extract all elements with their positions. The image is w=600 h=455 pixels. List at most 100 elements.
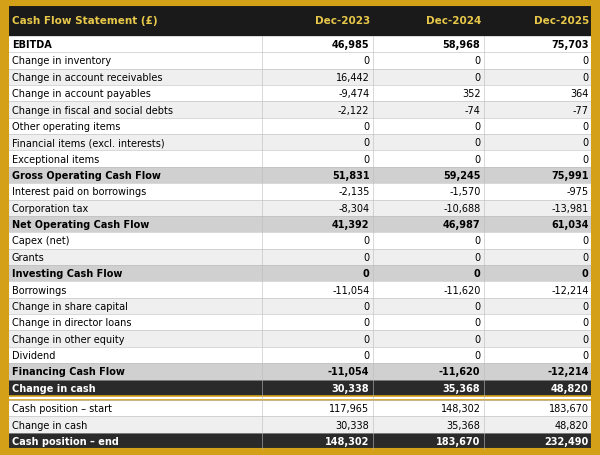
Bar xyxy=(8,364,592,379)
Text: Dec-2023: Dec-2023 xyxy=(315,16,370,26)
Text: -1,570: -1,570 xyxy=(449,187,481,197)
Text: 0: 0 xyxy=(475,252,481,262)
Text: 0: 0 xyxy=(475,154,481,164)
Text: 48,820: 48,820 xyxy=(555,420,589,430)
Text: Change in fiscal and social debts: Change in fiscal and social debts xyxy=(12,105,173,115)
Bar xyxy=(8,282,592,298)
Bar xyxy=(8,6,592,37)
Bar xyxy=(8,379,592,396)
Text: 0: 0 xyxy=(364,252,370,262)
Bar xyxy=(8,37,592,53)
Text: Cash Flow Statement (£): Cash Flow Statement (£) xyxy=(12,16,158,26)
Text: Grants: Grants xyxy=(12,252,45,262)
Text: 0: 0 xyxy=(583,334,589,344)
Text: 0: 0 xyxy=(475,301,481,311)
Text: 0: 0 xyxy=(364,154,370,164)
Text: 148,302: 148,302 xyxy=(440,403,481,413)
Text: -74: -74 xyxy=(464,105,481,115)
Text: 0: 0 xyxy=(475,236,481,246)
Text: 0: 0 xyxy=(364,334,370,344)
Text: Cash position – start: Cash position – start xyxy=(12,403,112,413)
Text: Financing Cash Flow: Financing Cash Flow xyxy=(12,367,125,377)
Bar xyxy=(8,53,592,70)
Text: 35,368: 35,368 xyxy=(446,420,481,430)
Text: 0: 0 xyxy=(475,73,481,83)
Text: -9,474: -9,474 xyxy=(338,89,370,99)
Text: Dec-2024: Dec-2024 xyxy=(426,16,481,26)
Text: Net Operating Cash Flow: Net Operating Cash Flow xyxy=(12,220,149,230)
Text: 59,245: 59,245 xyxy=(443,171,481,181)
Text: Change in inventory: Change in inventory xyxy=(12,56,111,66)
Text: -11,620: -11,620 xyxy=(439,367,481,377)
Text: 58,968: 58,968 xyxy=(443,40,481,50)
Bar xyxy=(8,416,592,433)
Text: 0: 0 xyxy=(475,350,481,360)
Bar xyxy=(8,433,592,449)
Text: 61,034: 61,034 xyxy=(551,220,589,230)
Text: -2,122: -2,122 xyxy=(338,105,370,115)
Text: 183,670: 183,670 xyxy=(548,403,589,413)
Text: Corporation tax: Corporation tax xyxy=(12,203,88,213)
Text: 0: 0 xyxy=(583,236,589,246)
Text: 0: 0 xyxy=(362,268,370,278)
Text: 0: 0 xyxy=(364,56,370,66)
Text: 46,985: 46,985 xyxy=(332,40,370,50)
Text: 0: 0 xyxy=(583,252,589,262)
Text: Capex (net): Capex (net) xyxy=(12,236,70,246)
Bar xyxy=(8,396,592,400)
Bar xyxy=(8,347,592,364)
Bar xyxy=(8,184,592,200)
Text: Gross Operating Cash Flow: Gross Operating Cash Flow xyxy=(12,171,161,181)
Text: 75,991: 75,991 xyxy=(551,171,589,181)
Text: 0: 0 xyxy=(583,301,589,311)
Text: 51,831: 51,831 xyxy=(332,171,370,181)
Text: 352: 352 xyxy=(462,89,481,99)
Text: 41,392: 41,392 xyxy=(332,220,370,230)
Text: 16,442: 16,442 xyxy=(335,73,370,83)
Text: Interest paid on borrowings: Interest paid on borrowings xyxy=(12,187,146,197)
Text: -13,981: -13,981 xyxy=(551,203,589,213)
Text: Change in account receivables: Change in account receivables xyxy=(12,73,163,83)
Text: 0: 0 xyxy=(583,56,589,66)
Text: 0: 0 xyxy=(364,350,370,360)
Text: 0: 0 xyxy=(583,350,589,360)
Text: 0: 0 xyxy=(364,236,370,246)
Text: 48,820: 48,820 xyxy=(551,383,589,393)
Text: 35,368: 35,368 xyxy=(443,383,481,393)
Text: 364: 364 xyxy=(570,89,589,99)
Bar xyxy=(8,118,592,135)
Text: Exceptional items: Exceptional items xyxy=(12,154,99,164)
Text: 0: 0 xyxy=(582,268,589,278)
Text: 0: 0 xyxy=(583,73,589,83)
Text: EBITDA: EBITDA xyxy=(12,40,52,50)
Text: 0: 0 xyxy=(364,301,370,311)
Text: Change in cash: Change in cash xyxy=(12,383,95,393)
Text: Change in other equity: Change in other equity xyxy=(12,334,125,344)
Bar xyxy=(8,167,592,184)
Text: -12,214: -12,214 xyxy=(547,367,589,377)
Text: 0: 0 xyxy=(583,154,589,164)
Text: 0: 0 xyxy=(475,318,481,328)
Text: Dec-2025: Dec-2025 xyxy=(534,16,589,26)
Bar xyxy=(8,102,592,118)
Text: Investing Cash Flow: Investing Cash Flow xyxy=(12,268,122,278)
Text: 30,338: 30,338 xyxy=(336,420,370,430)
Bar xyxy=(8,70,592,86)
Bar xyxy=(8,233,592,249)
Text: Change in account payables: Change in account payables xyxy=(12,89,151,99)
Bar xyxy=(8,400,592,416)
Text: 148,302: 148,302 xyxy=(325,436,370,446)
Text: 30,338: 30,338 xyxy=(332,383,370,393)
Bar xyxy=(8,265,592,282)
Text: 0: 0 xyxy=(475,138,481,148)
Bar xyxy=(8,314,592,331)
Text: 75,703: 75,703 xyxy=(551,40,589,50)
Text: 0: 0 xyxy=(475,56,481,66)
Bar xyxy=(8,217,592,233)
Text: -975: -975 xyxy=(566,187,589,197)
Text: 232,490: 232,490 xyxy=(544,436,589,446)
Text: -11,054: -11,054 xyxy=(332,285,370,295)
Text: Cash position – end: Cash position – end xyxy=(12,436,119,446)
Bar xyxy=(8,249,592,265)
Text: 0: 0 xyxy=(475,121,481,131)
